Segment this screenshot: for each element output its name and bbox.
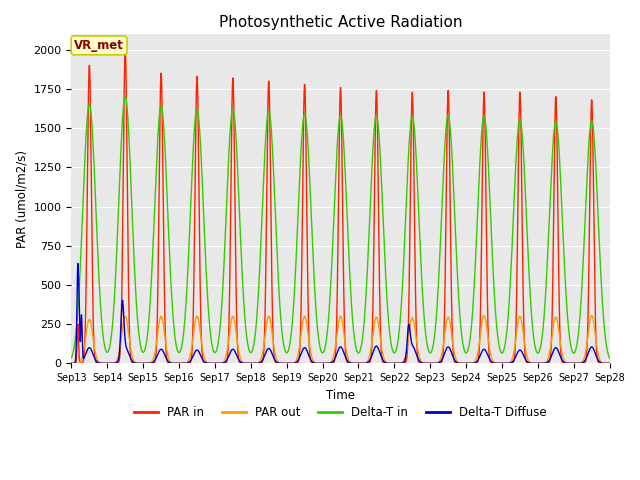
Title: Photosynthetic Active Radiation: Photosynthetic Active Radiation <box>219 15 462 30</box>
Delta-T Diffuse <box>595 359 603 364</box>
Line: PAR in: PAR in <box>72 49 610 363</box>
Delta-T in <box>161 144 169 150</box>
Line: Delta-T in: Delta-T in <box>72 96 610 358</box>
PAR out <box>298 331 305 337</box>
PAR out <box>129 355 136 361</box>
PAR in <box>298 293 305 299</box>
PAR in <box>595 360 603 366</box>
Delta-T in <box>298 142 305 148</box>
PAR out <box>537 360 545 366</box>
PAR in <box>68 360 76 366</box>
PAR in <box>538 360 545 366</box>
Delta-T in <box>274 269 282 275</box>
Delta-T Diffuse <box>74 261 82 266</box>
PAR out <box>595 355 603 361</box>
PAR out <box>588 312 595 318</box>
Delta-T Diffuse <box>274 360 282 366</box>
PAR in <box>161 315 169 321</box>
Delta-T Diffuse <box>298 350 305 356</box>
PAR out <box>274 359 282 364</box>
PAR out <box>68 360 76 366</box>
Delta-T Diffuse <box>161 352 169 358</box>
Delta-T in <box>606 355 614 361</box>
PAR out <box>161 332 168 338</box>
Delta-T in <box>595 238 603 243</box>
Line: PAR out: PAR out <box>72 315 610 363</box>
Delta-T in <box>538 340 545 346</box>
PAR in <box>606 360 614 366</box>
Delta-T in <box>68 355 76 361</box>
Delta-T Diffuse <box>606 360 614 366</box>
Line: Delta-T Diffuse: Delta-T Diffuse <box>72 264 610 363</box>
Delta-T in <box>122 94 129 99</box>
PAR in <box>129 360 137 366</box>
PAR in <box>122 47 129 52</box>
PAR in <box>274 360 282 366</box>
PAR out <box>606 360 614 366</box>
Legend: PAR in, PAR out, Delta-T in, Delta-T Diffuse: PAR in, PAR out, Delta-T in, Delta-T Dif… <box>130 401 552 423</box>
Delta-T Diffuse <box>68 360 76 366</box>
Delta-T Diffuse <box>129 359 137 365</box>
Delta-T Diffuse <box>538 360 545 366</box>
Text: VR_met: VR_met <box>74 39 124 52</box>
Delta-T in <box>129 230 137 236</box>
Y-axis label: PAR (umol/m2/s): PAR (umol/m2/s) <box>15 150 28 248</box>
X-axis label: Time: Time <box>326 389 355 402</box>
